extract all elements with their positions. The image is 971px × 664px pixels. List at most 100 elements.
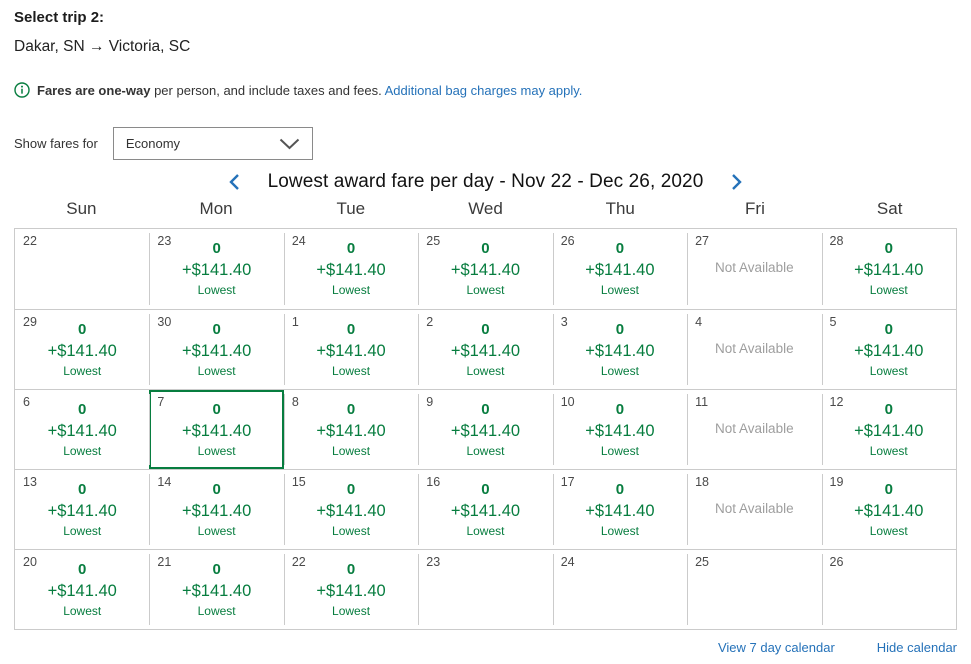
calendar-day-cell[interactable]: 25 0 +$141.40 Lowest: [418, 229, 552, 309]
calendar-day-cell[interactable]: 12 0 +$141.40 Lowest: [821, 390, 956, 469]
day-number: 24: [291, 234, 306, 248]
calendar-day-cell[interactable]: 6 0 +$141.40 Lowest: [15, 390, 149, 469]
chevron-left-icon: [228, 173, 240, 191]
fare-cash: +$141.40: [181, 422, 252, 440]
calendar-day-cell[interactable]: 26 0 +$141.40 Lowest: [552, 229, 687, 309]
fare-miles: 0: [212, 401, 221, 418]
calendar-day-cell[interactable]: 1 0 +$141.40 Lowest: [283, 310, 418, 389]
fare-label: Lowest: [63, 444, 102, 458]
day-number: 15: [291, 475, 306, 489]
fare-miles: 0: [615, 321, 625, 338]
fare-cash: +$141.40: [47, 582, 117, 600]
calendar-day-cell[interactable]: 14 0 +$141.40 Lowest: [149, 470, 283, 549]
fare-label: Lowest: [332, 524, 371, 538]
view-7-day-calendar-link[interactable]: View 7 day calendar: [717, 640, 835, 655]
fare-details: 0 +$141.40 Lowest: [284, 550, 418, 620]
fare-details: 0 +$141.40 Lowest: [822, 390, 956, 460]
fare-miles: 0: [884, 321, 893, 338]
day-number: 2: [426, 315, 434, 329]
calendar-day-cell: 26: [821, 550, 956, 629]
fare-cash: +$141.40: [316, 502, 386, 520]
fare-cash: +$141.40: [316, 582, 386, 600]
cabin-select[interactable]: Economy: [112, 127, 313, 160]
calendar-day-cell[interactable]: 15 0 +$141.40 Lowest: [283, 470, 418, 549]
fare-cash: +$141.40: [450, 342, 521, 360]
trip-route: Dakar, SN → Victoria, SC: [14, 38, 191, 55]
calendar-day-cell[interactable]: 3 0 +$141.40 Lowest: [552, 310, 687, 389]
fare-details: 0 +$141.40 Lowest: [418, 310, 552, 380]
chevron-down-icon: [279, 138, 300, 150]
calendar-day-cell[interactable]: 22 0 +$141.40 Lowest: [283, 550, 418, 629]
fare-miles: 0: [78, 561, 87, 578]
calendar-week-row: 29 0 +$141.40 Lowest 30 0 +$141.40 Lowest 1 0 +$14…: [15, 309, 956, 389]
calendar-day-cell[interactable]: 9 0 +$141.40 Lowest: [418, 390, 552, 469]
fare-cash: +$141.40: [854, 502, 924, 520]
calendar-day-cell[interactable]: 2 0 +$141.40 Lowest: [418, 310, 552, 389]
fare-details: 0 +$141.40 Lowest: [149, 390, 283, 460]
calendar-day-cell[interactable]: 5 0 +$141.40 Lowest: [821, 310, 956, 389]
day-number: 23: [157, 234, 172, 248]
day-number: 30: [157, 315, 172, 329]
next-week-button[interactable]: [727, 171, 747, 193]
fare-label: Lowest: [869, 444, 908, 458]
calendar-day-cell[interactable]: 30 0 +$141.40 Lowest: [149, 310, 283, 389]
day-number: 9: [426, 395, 434, 409]
calendar-week-row: 6 0 +$141.40 Lowest 7 0 +$141.40 Lowest 8 0 +$141.…: [15, 389, 956, 469]
fare-calendar-grid: 22 23 0 +$141.40 Lowest 24 0 +$141.40 Lowest 25 0 +…: [14, 228, 957, 630]
calendar-day-cell[interactable]: 20 0 +$141.40 Lowest: [15, 550, 149, 629]
fare-cash: +$141.40: [585, 342, 655, 360]
calendar-day-cell[interactable]: 8 0 +$141.40 Lowest: [283, 390, 418, 469]
hide-calendar-link[interactable]: Hide calendar: [876, 640, 957, 655]
calendar-day-cell[interactable]: 17 0 +$141.40 Lowest: [552, 470, 687, 549]
fare-label: Lowest: [197, 524, 236, 538]
info-icon: [14, 82, 30, 98]
fare-details: 0 +$141.40 Lowest: [15, 550, 149, 620]
cabin-select-value: Economy: [125, 136, 181, 151]
calendar-day-cell[interactable]: 24 0 +$141.40 Lowest: [283, 229, 418, 309]
fare-details: 0 +$141.40 Lowest: [418, 390, 552, 460]
previous-week-button[interactable]: [224, 171, 244, 193]
calendar-day-cell[interactable]: 13 0 +$141.40 Lowest: [15, 470, 149, 549]
calendar-day-cell-selected[interactable]: 7 0 +$141.40 Lowest: [149, 390, 283, 469]
fare-label: Lowest: [332, 283, 371, 297]
fare-details: 0 +$141.40 Lowest: [15, 310, 149, 380]
day-number: 25: [426, 234, 441, 248]
fare-label: Lowest: [466, 364, 505, 378]
fare-class-row: Show fares for Economy: [14, 127, 957, 160]
show-fares-label: Show fares for: [14, 136, 98, 151]
fare-miles: 0: [212, 321, 221, 338]
fare-label: Lowest: [332, 364, 371, 378]
calendar-day-cell[interactable]: 29 0 +$141.40 Lowest: [15, 310, 149, 389]
fare-label: Lowest: [600, 364, 639, 378]
day-number: 22: [23, 234, 37, 248]
fare-miles: 0: [212, 561, 221, 578]
fare-miles: 0: [884, 481, 893, 498]
fare-label: Lowest: [869, 524, 908, 538]
fare-notice: Fares are one-way per person, and includ…: [14, 82, 957, 98]
fare-miles: 0: [212, 240, 221, 257]
calendar-day-cell: 25: [687, 550, 821, 629]
fare-miles: 0: [481, 240, 490, 257]
calendar-day-cell[interactable]: 23 0 +$141.40 Lowest: [149, 229, 283, 309]
calendar-day-cell[interactable]: 28 0 +$141.40 Lowest: [821, 229, 956, 309]
calendar-day-cell[interactable]: 16 0 +$141.40 Lowest: [418, 470, 552, 549]
bag-charges-link[interactable]: Additional bag charges may apply.: [384, 82, 583, 98]
day-of-week-label: Sun: [66, 199, 97, 218]
day-number: 8: [291, 395, 299, 409]
fare-cash: +$141.40: [181, 261, 252, 279]
fare-details: 0 +$141.40 Lowest: [553, 229, 687, 299]
day-number: 17: [560, 475, 575, 489]
day-number: 20: [23, 555, 37, 569]
calendar-day-cell[interactable]: 10 0 +$141.40 Lowest: [552, 390, 687, 469]
fare-details: 0 +$141.40 Lowest: [15, 470, 149, 540]
fare-details: 0 +$141.40 Lowest: [15, 390, 149, 460]
fare-label: Lowest: [600, 444, 639, 458]
fare-label: Lowest: [63, 604, 102, 618]
calendar-day-cell[interactable]: 21 0 +$141.40 Lowest: [149, 550, 283, 629]
calendar-day-cell: 11 Not Available: [687, 390, 821, 469]
fare-miles: 0: [884, 240, 893, 257]
calendar-day-cell[interactable]: 19 0 +$141.40 Lowest: [821, 470, 956, 549]
day-number: 1: [291, 315, 299, 329]
fare-miles: 0: [481, 321, 490, 338]
